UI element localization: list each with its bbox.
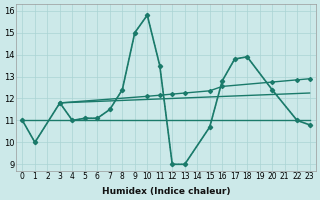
X-axis label: Humidex (Indice chaleur): Humidex (Indice chaleur) xyxy=(102,187,230,196)
